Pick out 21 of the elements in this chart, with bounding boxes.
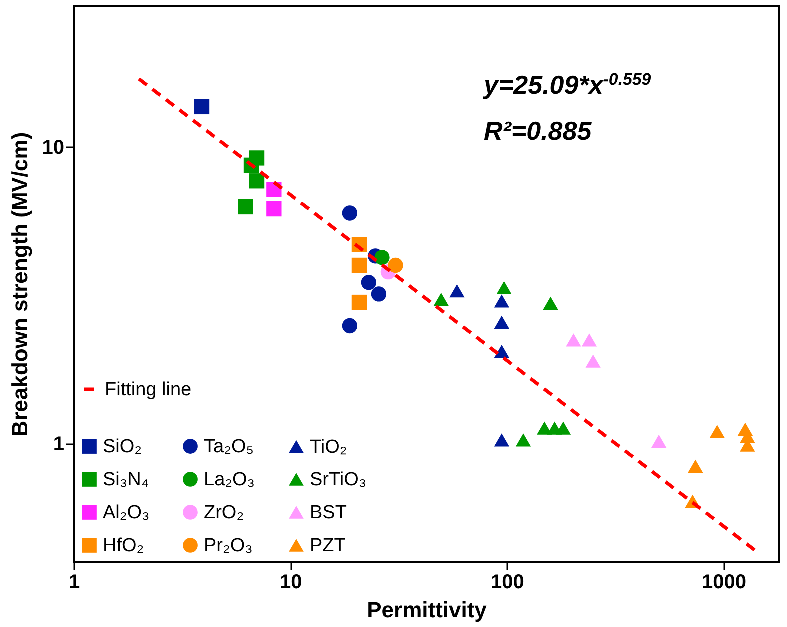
legend-label: SrTiO₃ <box>310 470 367 490</box>
legend-label: SiO₂ <box>103 436 142 458</box>
legend-label: La₂O₃ <box>204 470 256 490</box>
y-axis-title: Breakdown strength (MV/cm) <box>7 132 32 437</box>
legend-label: ZrO₂ <box>204 502 244 524</box>
legend-label: TiO₂ <box>310 436 348 458</box>
legend-label: Ta₂O₅ <box>204 436 254 458</box>
legend-label: HfO₂ <box>103 536 144 556</box>
x-axis-title: Permittivity <box>367 598 488 622</box>
legend-label: PZT <box>310 536 346 556</box>
legend-label: Pr₂O₃ <box>204 536 253 556</box>
legend-label: Si₃N₄ <box>103 470 150 490</box>
legend-label: Al₂O₃ <box>103 502 150 524</box>
legend-label: BST <box>310 502 348 524</box>
x-tick-label: 1 <box>68 572 80 594</box>
annotation: y=25.09*x$^{-0.559}$ <box>482 70 652 100</box>
x-tick-label: 10 <box>280 572 302 594</box>
annotation: R²=0.885 <box>484 116 592 146</box>
x-tick-label: 100 <box>490 572 524 594</box>
legend-label: Fitting line <box>105 380 192 400</box>
x-tick-label: 1000 <box>702 572 746 594</box>
